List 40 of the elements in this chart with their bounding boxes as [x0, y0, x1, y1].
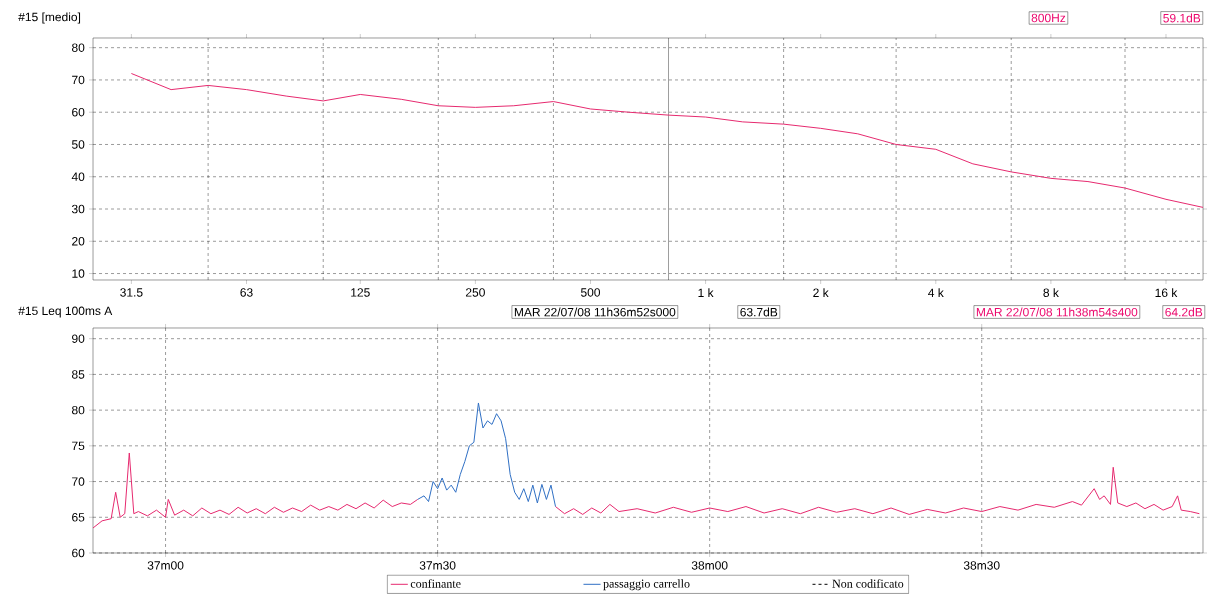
- text: 59.1dB: [1163, 13, 1201, 23]
- text: 64.2dB: [1165, 307, 1203, 317]
- y-tick-label: 80: [72, 43, 85, 52]
- legend-label: passaggio carrello: [603, 579, 690, 591]
- x-tick-label: 2 k: [813, 288, 829, 297]
- y-tick-label: 90: [72, 334, 85, 343]
- x-tick-label: 31.5: [120, 288, 143, 297]
- x-tick-label: 37m00: [147, 561, 184, 570]
- x-tick-label: 16 k: [1155, 288, 1178, 297]
- y-tick-label: 75: [72, 441, 85, 451]
- y-tick-label: 60: [72, 548, 85, 558]
- x-tick-label: 4 k: [928, 288, 944, 297]
- y-tick-label: 60: [72, 107, 85, 117]
- text: 800Hz: [1031, 13, 1066, 23]
- y-tick-label: 30: [71, 204, 85, 214]
- x-tick-label: 38m00: [691, 561, 728, 570]
- x-tick-label: 38m30: [963, 561, 1000, 570]
- x-tick-label: 37m30: [419, 561, 456, 570]
- x-tick-label: 500: [580, 288, 601, 297]
- x-tick-label: 8 k: [1043, 288, 1059, 297]
- y-tick-label: 85: [71, 370, 85, 379]
- y-tick-label: 40: [71, 172, 85, 181]
- chart-title: #15 [medio]: [18, 12, 81, 24]
- x-tick-label: 125: [351, 288, 370, 297]
- x-tick-label: 63: [240, 288, 253, 297]
- y-tick-label: 10: [72, 269, 85, 278]
- legend-label: confinante: [410, 579, 461, 588]
- x-tick-label: 1 k: [698, 288, 714, 297]
- y-tick-label: 80: [71, 405, 85, 415]
- legend-label: Non codificato: [832, 579, 904, 588]
- y-tick-label: 20: [72, 237, 85, 246]
- y-tick-label: 70: [72, 477, 85, 486]
- x-tick-label: 250: [465, 288, 485, 297]
- y-tick-label: 50: [71, 140, 85, 149]
- chart-title: #15 Leq 100ms A: [18, 306, 113, 318]
- y-tick-label: 65: [72, 513, 85, 522]
- text: MAR 22/07/08 11h38m54s400: [976, 307, 1138, 317]
- y-tick-label: 70: [72, 75, 85, 85]
- text: 63.7dB: [740, 307, 778, 317]
- text: MAR 22/07/08 11h36m52s000: [514, 307, 676, 317]
